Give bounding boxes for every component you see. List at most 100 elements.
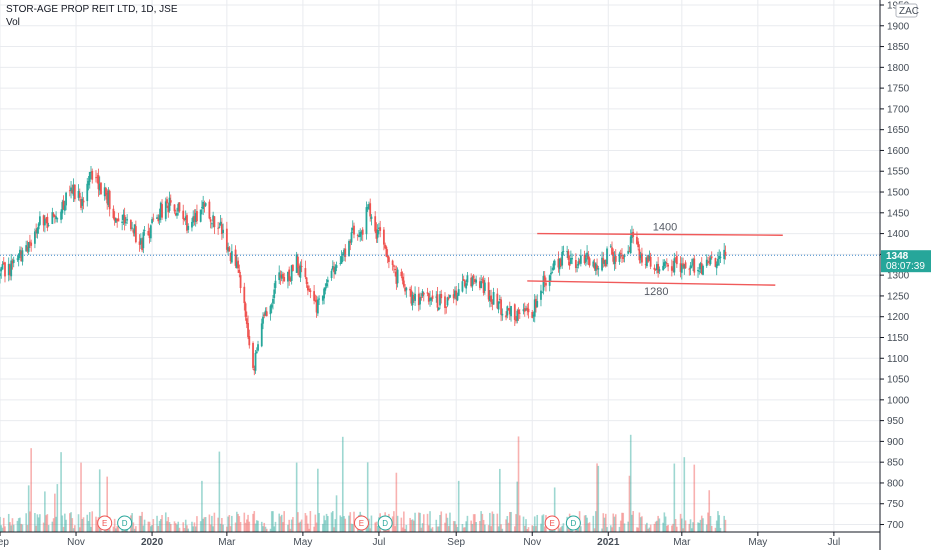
volume-bar	[585, 515, 587, 532]
candle-body	[63, 205, 66, 211]
volume-bar	[418, 512, 420, 532]
volume-bar	[318, 513, 320, 532]
earnings-marker[interactable]: E	[97, 515, 113, 531]
candle-body	[196, 211, 198, 222]
dividend-marker[interactable]: D	[565, 515, 581, 531]
volume-bar	[653, 523, 656, 532]
candle-body	[318, 298, 320, 300]
candle-body	[156, 217, 158, 219]
volume-bar	[315, 522, 318, 532]
volume-bar	[192, 526, 195, 532]
earnings-marker[interactable]: E	[353, 515, 369, 531]
volume-bar	[115, 528, 117, 532]
candle-body	[252, 343, 254, 368]
volume-bar	[481, 513, 484, 532]
volume-bar	[239, 522, 242, 532]
candle-body	[183, 218, 186, 220]
candle-body	[586, 252, 588, 258]
volume-bar	[21, 524, 24, 532]
candle-body	[612, 252, 615, 262]
candle-body	[383, 229, 385, 245]
y-tick-label: 1850	[887, 42, 910, 53]
candle-body	[662, 265, 665, 270]
candle-body	[187, 225, 190, 230]
volume-bar	[234, 522, 237, 532]
volume-bar	[628, 475, 631, 532]
volume-bar	[325, 513, 328, 532]
candle-body	[409, 288, 411, 291]
volume-bar	[644, 524, 647, 532]
volume-bar	[283, 511, 285, 532]
candle-body	[374, 216, 377, 232]
event-circle	[565, 515, 581, 531]
candle-body	[62, 200, 65, 210]
candle-body	[297, 256, 299, 268]
candle-body	[82, 200, 85, 203]
candle-body	[603, 260, 606, 264]
candle-body	[535, 298, 537, 308]
candle-body	[254, 352, 257, 371]
candle-body	[35, 230, 38, 232]
volume-bar	[510, 511, 512, 532]
dividend-marker[interactable]: D	[377, 515, 393, 531]
volume-bar	[507, 522, 510, 532]
volume-bar	[71, 518, 74, 532]
volume-bar	[280, 514, 283, 532]
candle-body	[366, 207, 369, 209]
candle-body	[361, 229, 364, 235]
candle-body	[457, 289, 460, 296]
volume-bar	[253, 511, 256, 532]
trendlines[interactable]: 1400 1280	[527, 221, 783, 298]
volume-bar	[86, 514, 89, 532]
earnings-marker[interactable]: E	[544, 515, 560, 531]
volume-bar	[622, 512, 625, 532]
candle-body	[571, 258, 574, 260]
volume-bar	[455, 524, 458, 532]
volume-bar	[631, 514, 633, 532]
candle-body	[238, 269, 241, 273]
dividend-marker[interactable]: D	[117, 515, 133, 531]
chart-title: STOR-AGE PROP REIT LTD, 1D, JSE	[6, 4, 178, 15]
volume-bar	[690, 528, 693, 532]
volume-bar	[64, 513, 66, 532]
volume-bar	[536, 514, 539, 532]
x-tick-label: 2021	[597, 537, 620, 548]
candle-body	[220, 224, 223, 235]
volume-bar	[654, 521, 657, 532]
volume-bar	[159, 519, 162, 532]
candle-body	[474, 279, 476, 283]
volume-bar	[339, 515, 342, 532]
time-axis[interactable]: Sep Nov 2020 Mar May Jul Sep Nov 2021 Mar May Jul	[0, 532, 840, 548]
y-tick-label: 1250	[887, 291, 910, 302]
volume-bar	[657, 515, 659, 532]
candle-body	[273, 289, 276, 298]
volume-bar	[298, 522, 300, 532]
candle-body	[147, 230, 150, 236]
candle-body	[166, 199, 168, 204]
trendline	[537, 232, 783, 236]
volume-bar	[262, 526, 264, 532]
volume-bar	[52, 518, 55, 532]
candle-body	[222, 229, 225, 234]
candle-body	[619, 252, 622, 254]
candle-body	[360, 231, 363, 235]
candle-body	[159, 202, 162, 218]
candle-body	[227, 247, 230, 252]
volume-bar	[143, 519, 146, 532]
candle-body	[513, 304, 516, 320]
volume-bar	[558, 528, 561, 532]
volume-bar	[158, 520, 161, 532]
candle-body	[201, 207, 203, 208]
candle-body	[304, 268, 307, 278]
candle-body	[283, 276, 286, 282]
currency-badge[interactable]: ZAC	[895, 3, 919, 18]
candle-body	[435, 296, 438, 298]
candlesticks	[0, 166, 727, 376]
volume-bar	[133, 528, 136, 532]
y-tick-label: 850	[887, 458, 904, 469]
volume-bar	[456, 527, 459, 532]
volume-bar	[683, 457, 686, 532]
candle-body	[517, 309, 520, 314]
